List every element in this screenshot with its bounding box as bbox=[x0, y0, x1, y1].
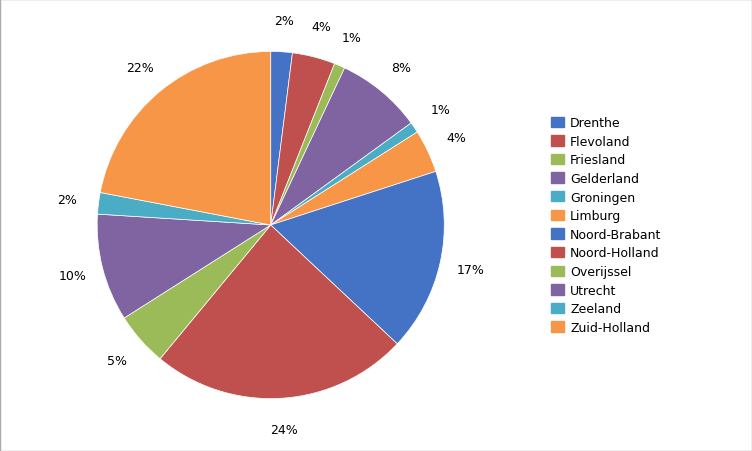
Text: 8%: 8% bbox=[391, 61, 411, 74]
Wedge shape bbox=[271, 172, 444, 344]
Wedge shape bbox=[271, 133, 436, 226]
Wedge shape bbox=[98, 193, 271, 226]
Text: 5%: 5% bbox=[107, 354, 127, 367]
Wedge shape bbox=[160, 226, 397, 399]
Text: 10%: 10% bbox=[59, 270, 86, 283]
Text: 4%: 4% bbox=[446, 132, 466, 145]
Wedge shape bbox=[124, 226, 271, 359]
Wedge shape bbox=[271, 124, 417, 226]
Text: 17%: 17% bbox=[456, 263, 484, 276]
Text: 1%: 1% bbox=[342, 32, 362, 45]
Text: 2%: 2% bbox=[58, 193, 77, 207]
Wedge shape bbox=[97, 215, 271, 318]
Legend: Drenthe, Flevoland, Friesland, Gelderland, Groningen, Limburg, Noord-Brabant, No: Drenthe, Flevoland, Friesland, Gelderlan… bbox=[547, 113, 666, 338]
Text: 4%: 4% bbox=[312, 21, 332, 34]
Wedge shape bbox=[271, 69, 411, 226]
Wedge shape bbox=[100, 52, 271, 226]
Text: 2%: 2% bbox=[274, 15, 293, 28]
Text: 22%: 22% bbox=[126, 61, 154, 74]
Text: 24%: 24% bbox=[270, 423, 298, 436]
Text: 1%: 1% bbox=[430, 104, 450, 117]
Wedge shape bbox=[271, 52, 293, 226]
Wedge shape bbox=[271, 64, 344, 226]
Wedge shape bbox=[271, 54, 335, 226]
